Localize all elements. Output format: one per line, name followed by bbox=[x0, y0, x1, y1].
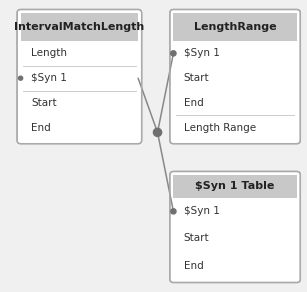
Text: IntervalMatchLength: IntervalMatchLength bbox=[14, 22, 145, 32]
Circle shape bbox=[171, 51, 176, 56]
Circle shape bbox=[18, 76, 23, 80]
Text: Length: Length bbox=[31, 48, 67, 58]
Circle shape bbox=[171, 209, 176, 214]
Bar bbox=[21, 13, 138, 41]
Text: End: End bbox=[184, 98, 204, 108]
Bar bbox=[173, 13, 297, 41]
Text: End: End bbox=[184, 260, 204, 270]
Text: End: End bbox=[31, 123, 51, 133]
Text: Length Range: Length Range bbox=[184, 123, 256, 133]
Text: Start: Start bbox=[184, 73, 209, 83]
Text: $Syn 1: $Syn 1 bbox=[31, 73, 67, 83]
Circle shape bbox=[154, 128, 162, 136]
Bar bbox=[173, 175, 297, 198]
Text: $Syn 1: $Syn 1 bbox=[184, 48, 220, 58]
Text: LengthRange: LengthRange bbox=[194, 22, 276, 32]
FancyBboxPatch shape bbox=[17, 9, 142, 144]
Text: $Syn 1: $Syn 1 bbox=[184, 206, 220, 216]
FancyBboxPatch shape bbox=[170, 9, 300, 144]
FancyBboxPatch shape bbox=[170, 171, 300, 283]
Text: $Syn 1 Table: $Syn 1 Table bbox=[196, 181, 275, 191]
Text: Start: Start bbox=[184, 233, 209, 244]
Text: Start: Start bbox=[31, 98, 56, 108]
